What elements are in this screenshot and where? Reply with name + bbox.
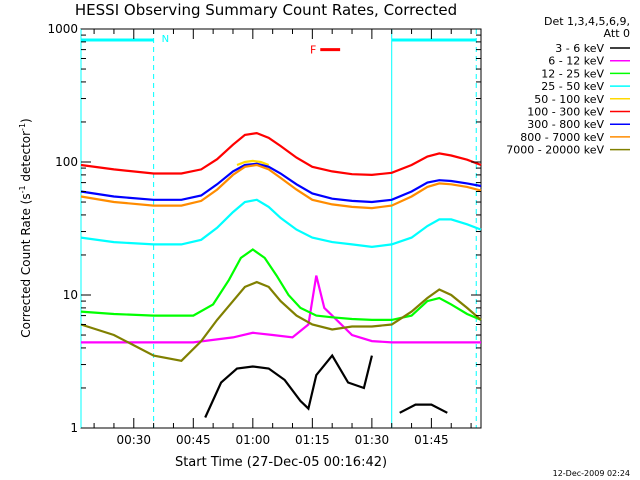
series-line-6 bbox=[80, 162, 482, 204]
x-tick-label: 00:45 bbox=[176, 433, 211, 447]
y-tick-label: 100 bbox=[55, 155, 78, 169]
series-line-4 bbox=[236, 159, 270, 167]
y-axis-label: Corrected Count Rate (s-1 detector-1) bbox=[18, 118, 33, 337]
x-tick-label: 01:15 bbox=[295, 433, 330, 447]
n-label: N bbox=[162, 34, 169, 45]
legend-label: 300 - 800 keV bbox=[527, 118, 604, 131]
legend-header-1: Det 1,3,4,5,6,9, bbox=[544, 15, 630, 28]
x-axis-label: Start Time (27-Dec-05 00:16:42) bbox=[175, 455, 387, 470]
legend-label: 3 - 6 keV bbox=[555, 42, 604, 55]
flare-label: F bbox=[310, 44, 316, 57]
y-tick-label: 10 bbox=[63, 288, 78, 302]
legend-label: 800 - 7000 keV bbox=[520, 131, 604, 144]
series-line-3 bbox=[80, 198, 482, 249]
y-tick-label: 1000 bbox=[47, 22, 78, 36]
series-line-7 bbox=[80, 163, 482, 210]
chart-title: HESSI Observing Summary Count Rates, Cor… bbox=[75, 1, 457, 19]
x-tick-label: 01:00 bbox=[236, 433, 271, 447]
legend-label: 25 - 50 keV bbox=[541, 80, 604, 93]
plot-frame bbox=[80, 28, 482, 429]
x-tick-label: 01:45 bbox=[414, 433, 449, 447]
legend-label: 100 - 300 keV bbox=[527, 106, 604, 119]
series-line-8 bbox=[80, 280, 482, 362]
series-line-1 bbox=[81, 275, 481, 344]
legend-header-2: Att 0 bbox=[604, 27, 630, 40]
x-tick-label: 01:30 bbox=[355, 433, 390, 447]
legend-label: 50 - 100 keV bbox=[534, 93, 604, 106]
footer-timestamp: 12-Dec-2009 02:24 bbox=[553, 469, 630, 478]
series-line-0 bbox=[204, 353, 448, 418]
legend-label: 12 - 25 keV bbox=[541, 67, 604, 80]
x-tick-label: 00:30 bbox=[116, 433, 151, 447]
y-tick-label: 1 bbox=[70, 421, 78, 435]
series-line-2 bbox=[80, 248, 482, 321]
legend-label: 7000 - 20000 keV bbox=[506, 144, 604, 157]
series-line-5 bbox=[80, 131, 482, 177]
legend-label: 6 - 12 keV bbox=[548, 55, 604, 68]
